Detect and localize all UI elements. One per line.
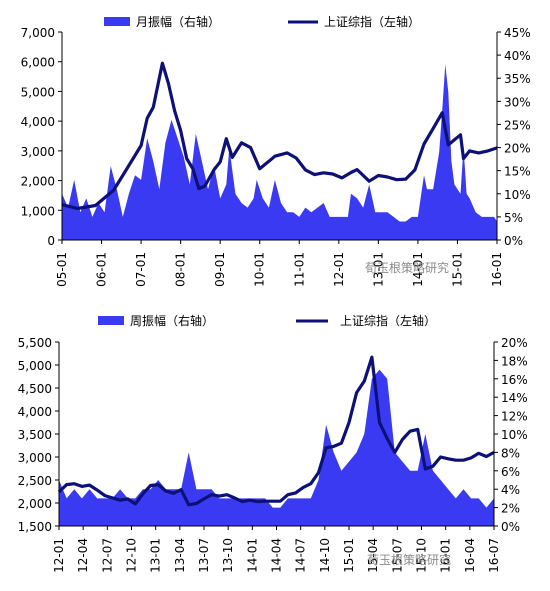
left-tick-label: 7,000 xyxy=(21,26,55,40)
amplitude-area xyxy=(62,64,497,241)
x-tick-label: 13-01 xyxy=(371,252,385,287)
legend-swatch-area xyxy=(104,17,130,26)
legend-monthly: 月振幅（右轴） 上证综指（左轴） xyxy=(104,14,420,29)
x-tick-label: 16-01 xyxy=(490,252,504,287)
plot-area-weekly: 1,500 2,000 2,500 3,000 3,500 4,000 4,500 5,000… xyxy=(18,336,528,573)
x-tick-label: 12-01 xyxy=(52,538,66,573)
right-tick-label: 18% xyxy=(501,354,528,368)
chart-weekly: 周振幅（右轴） 上证综指（左轴） 1,500 2,000 2,500 3,000 3,5… xyxy=(18,313,528,573)
x-tick-label: 11-01 xyxy=(292,252,306,287)
x-tick-label: 13-07 xyxy=(197,538,211,573)
right-tick-label: 0% xyxy=(504,234,523,248)
x-tick-label: 16-07 xyxy=(487,538,501,573)
right-tick-label: 35% xyxy=(504,72,531,86)
left-tick-label: 3,500 xyxy=(18,428,52,442)
x-tick-label: 15-07 xyxy=(390,538,404,573)
right-tick-label: 6% xyxy=(501,465,520,479)
left-tick-label: 2,500 xyxy=(18,474,52,488)
x-tick-label: 13-01 xyxy=(149,538,163,573)
legend-label-amplitude: 月振幅（右轴） xyxy=(136,14,220,29)
right-tick-label: 45% xyxy=(504,26,531,40)
x-tick-label: 14-10 xyxy=(318,538,332,573)
right-tick-label: 5% xyxy=(504,211,523,225)
left-tick-label: 0 xyxy=(47,234,55,248)
x-tick-label: 15-10 xyxy=(415,538,429,573)
right-tick-label: 12% xyxy=(501,410,528,424)
x-tick-label: 15-01 xyxy=(342,538,356,573)
x-tick-label: 05-01 xyxy=(55,252,69,287)
index-line xyxy=(57,355,495,507)
left-tick-label: 4,500 xyxy=(18,382,52,396)
x-tick-label: 06-01 xyxy=(95,252,109,287)
right-tick-label: 10% xyxy=(504,188,531,202)
legend-swatch-area xyxy=(98,316,124,325)
x-tick-label: 12-10 xyxy=(125,538,139,573)
index-line xyxy=(61,61,498,211)
left-tick-label: 1,000 xyxy=(21,204,55,218)
amplitude-area xyxy=(59,369,494,526)
left-tick-label: 5,000 xyxy=(18,359,52,373)
right-tick-label: 14% xyxy=(501,391,528,405)
x-tick-label: 13-10 xyxy=(221,538,235,573)
left-tick-label: 2,000 xyxy=(18,497,52,511)
right-tick-label: 15% xyxy=(504,165,531,179)
x-tick-label: 07-01 xyxy=(134,252,148,287)
left-tick-label: 6,000 xyxy=(21,56,55,70)
left-tick-label: 3,000 xyxy=(18,451,52,465)
x-tick-label: 16-04 xyxy=(463,538,477,573)
x-tick-label: 15-01 xyxy=(450,252,464,287)
legend-label-index: 上证综指（左轴） xyxy=(340,313,436,328)
plot-area-monthly: 0 1,000 2,000 3,000 4,000 5,000 6,000 7,000 0% 5%… xyxy=(21,26,531,287)
left-tick-label: 4,000 xyxy=(21,115,55,129)
legend-label-amplitude: 周振幅（右轴） xyxy=(130,313,214,328)
legend-weekly: 周振幅（右轴） 上证综指（左轴） xyxy=(98,313,436,328)
right-tick-label: 25% xyxy=(504,118,531,132)
right-tick-label: 40% xyxy=(504,49,531,63)
right-tick-label: 8% xyxy=(501,446,520,460)
right-tick-label: 16% xyxy=(501,373,528,387)
left-tick-label: 2,000 xyxy=(21,175,55,189)
x-tick-label: 14-07 xyxy=(294,538,308,573)
x-tick-label: 15-04 xyxy=(366,538,380,573)
right-tick-label: 20% xyxy=(501,336,528,350)
x-tick-label: 12-04 xyxy=(76,538,90,573)
right-tick-label: 0% xyxy=(501,520,520,534)
left-tick-label: 1,500 xyxy=(18,520,52,534)
x-tick-label: 14-01 xyxy=(411,252,425,287)
x-tick-label: 12-07 xyxy=(100,538,114,573)
legend-label-index: 上证综指（左轴） xyxy=(324,14,420,29)
right-tick-label: 30% xyxy=(504,95,531,109)
left-tick-label: 3,000 xyxy=(21,145,55,159)
x-tick-label: 10-01 xyxy=(253,252,267,287)
right-tick-label: 10% xyxy=(501,428,528,442)
x-tick-label: 09-01 xyxy=(213,252,227,287)
left-tick-label: 5,500 xyxy=(18,336,52,350)
right-tick-label: 4% xyxy=(501,483,520,497)
right-tick-label: 20% xyxy=(504,142,531,156)
watermark-bottom: 荀玉根策略研究 xyxy=(367,552,451,567)
right-tick-label: 2% xyxy=(501,502,520,516)
watermark-top: 荀玉根策略研究 xyxy=(365,260,449,275)
x-tick-label: 14-01 xyxy=(245,538,259,573)
x-tick-label: 08-01 xyxy=(174,252,188,287)
x-tick-label: 14-04 xyxy=(270,538,284,573)
x-tick-label: 12-01 xyxy=(332,252,346,287)
chart-monthly: 月振幅（右轴） 上证综指（左轴） 0 1,000 2,000 3,000 4,000 5,… xyxy=(21,14,531,287)
left-tick-label: 4,000 xyxy=(18,405,52,419)
x-tick-label: 16-01 xyxy=(439,538,453,573)
x-tick-label: 13-04 xyxy=(173,538,187,573)
left-tick-label: 5,000 xyxy=(21,85,55,99)
